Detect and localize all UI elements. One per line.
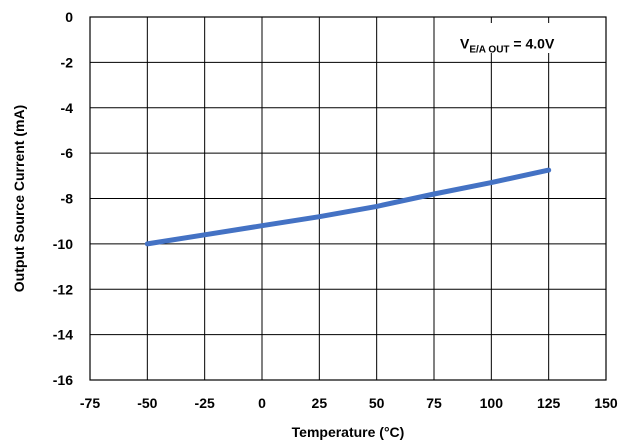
y-tick-label: -10 — [53, 236, 73, 252]
y-axis-title: Output Source Current (mA) — [11, 105, 27, 292]
x-tick-label: -25 — [195, 395, 215, 411]
annotation-prefix: V — [460, 35, 470, 51]
x-tick-label: 125 — [537, 395, 561, 411]
x-tick-label: 50 — [369, 395, 385, 411]
x-tick-label: 150 — [594, 395, 618, 411]
plot-frame — [89, 16, 607, 381]
x-tick-label: 0 — [258, 395, 266, 411]
x-tick-label: 75 — [426, 395, 442, 411]
series-line — [144, 167, 552, 247]
x-tick-labels: -75 -50 -25 0 25 50 75 100 125 150 — [80, 395, 618, 411]
annotation-subscript: E/A OUT — [469, 44, 509, 55]
y-tick-labels: 0 -2 -4 -6 -8 -10 -12 -14 -16 — [53, 9, 73, 388]
x-tick-label: 100 — [480, 395, 504, 411]
grid — [89, 16, 607, 381]
annotation-label: VE/A OUT = 4.0V — [460, 35, 555, 55]
x-tick-label: 25 — [312, 395, 328, 411]
annotation-box — [454, 23, 598, 53]
x-axis-title: Temperature (°C) — [292, 424, 405, 440]
annotation-suffix: = 4.0V — [510, 35, 555, 51]
y-tick-label: -8 — [61, 191, 74, 207]
y-tick-label: -2 — [61, 54, 74, 70]
y-tick-label: -12 — [53, 281, 73, 297]
series-layer — [144, 167, 552, 247]
y-tick-label: -14 — [53, 327, 73, 343]
y-tick-label: -6 — [61, 145, 74, 161]
x-tick-label: -75 — [80, 395, 100, 411]
y-tick-label: -16 — [53, 372, 73, 388]
y-tick-label: -4 — [61, 100, 74, 116]
x-tick-label: -50 — [137, 395, 157, 411]
y-tick-label: 0 — [65, 9, 73, 25]
